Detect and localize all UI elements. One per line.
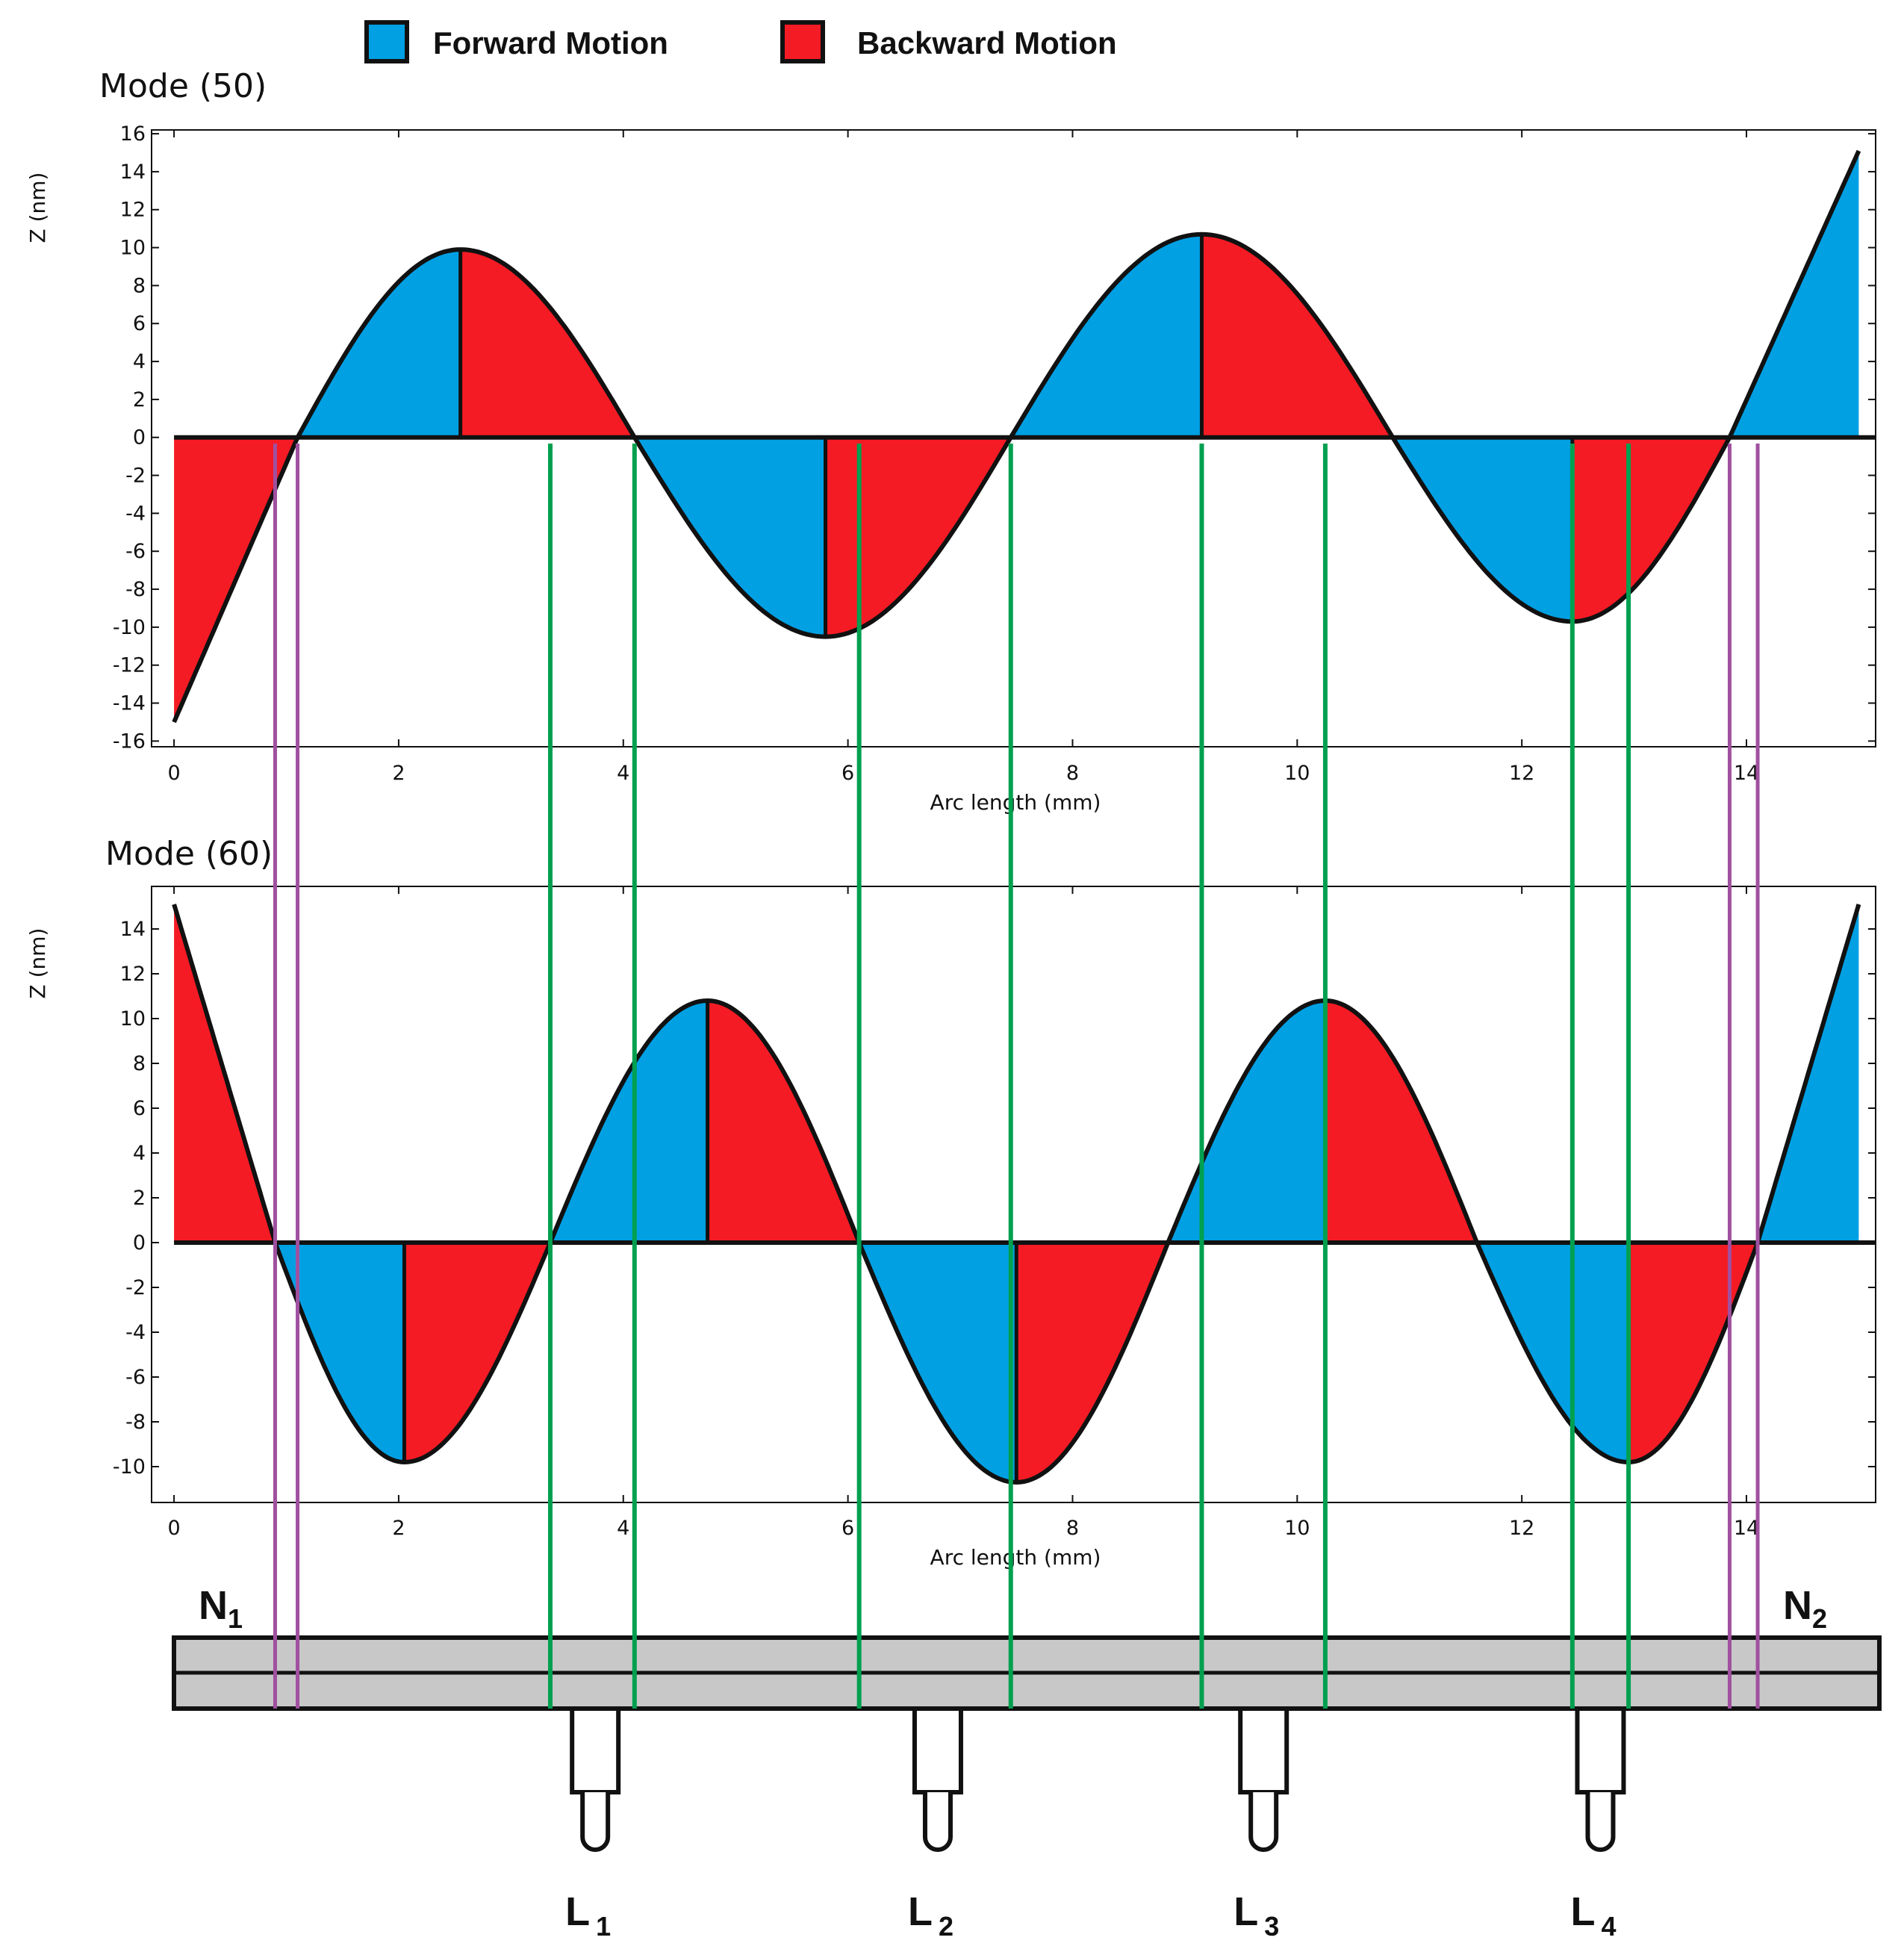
y-tick-label: 8 — [133, 274, 146, 297]
y-tick-label: 12 — [120, 963, 146, 986]
y-tick-label: 14 — [120, 918, 146, 941]
x-tick-label: 8 — [1066, 1517, 1079, 1540]
x-tick-label: 12 — [1509, 1517, 1534, 1540]
x-tick-label: 12 — [1509, 762, 1534, 785]
x-tick-label: 6 — [841, 1517, 854, 1540]
mode-60-xlabel: Arc length (mm) — [930, 1545, 1101, 1570]
y-tick-label: 6 — [133, 312, 146, 335]
leg-tip — [1585, 1792, 1616, 1852]
forward-motion-region — [550, 1001, 708, 1243]
node-n2-label: N2 — [1783, 1583, 1827, 1634]
x-tick-label: 2 — [392, 1517, 405, 1540]
y-tick-label: 16 — [120, 122, 146, 146]
mode-50-xlabel: Arc length (mm) — [930, 790, 1101, 815]
y-tick-label: 10 — [120, 237, 146, 260]
x-tick-label: 2 — [392, 762, 405, 785]
y-tick-label: 0 — [133, 1231, 146, 1255]
backward-legend-label: Backward Motion — [857, 25, 1117, 60]
forward-motion-region — [859, 1243, 1017, 1482]
mode-60-ylabel: Z (nm) — [25, 928, 50, 999]
y-tick-label: 4 — [133, 1142, 146, 1165]
backward-motion-region — [1325, 1001, 1477, 1243]
y-tick-label: -8 — [125, 578, 146, 601]
forward-motion-region — [1168, 1001, 1325, 1243]
forward-motion-region — [1393, 437, 1572, 622]
leg-body — [1238, 1706, 1289, 1794]
y-tick-label: -14 — [113, 692, 146, 715]
forward-legend-label: Forward Motion — [433, 25, 668, 60]
forward-motion-region — [1477, 1243, 1629, 1462]
y-tick-label: -8 — [125, 1411, 146, 1434]
y-tick-label: 6 — [133, 1097, 146, 1120]
backward-motion-region — [707, 1001, 859, 1243]
y-tick-label: -12 — [113, 654, 146, 677]
y-tick-label: 10 — [120, 1007, 146, 1031]
y-tick-label: -2 — [125, 1276, 146, 1299]
y-tick-label: 2 — [133, 388, 146, 411]
backward-swatch — [780, 20, 825, 63]
y-tick-label: -10 — [113, 1455, 146, 1479]
x-tick-label: 10 — [1284, 1517, 1310, 1540]
y-tick-label: 0 — [133, 426, 146, 450]
backward-motion-region — [1628, 1243, 1758, 1462]
mode-50-title: Mode (50) — [99, 67, 267, 105]
x-tick-label: 8 — [1066, 762, 1079, 785]
forward-motion-region — [297, 249, 461, 438]
y-tick-label: 12 — [120, 199, 146, 222]
mode-60-panel: Mode (60) Z (nm) Arc length (mm) 14 12 10 8… — [25, 835, 1876, 1570]
backward-motion-region — [825, 437, 1011, 637]
leg-tip — [1248, 1792, 1279, 1852]
leg-body — [1575, 1706, 1626, 1794]
x-tick-label: 0 — [167, 1517, 180, 1540]
y-tick-label: -6 — [125, 540, 146, 563]
plot-frame — [151, 129, 1876, 748]
backward-motion-region — [1572, 437, 1730, 622]
y-tick-label: -4 — [125, 1321, 146, 1344]
x-tick-label: 0 — [167, 762, 180, 785]
leg-body — [570, 1706, 621, 1794]
y-tick-label: -10 — [113, 616, 146, 639]
y-tick-label: 14 — [120, 161, 146, 184]
x-tick-label: 10 — [1284, 762, 1310, 785]
guide-lines — [273, 444, 1760, 1709]
backward-motion-region — [1016, 1243, 1169, 1482]
forward-motion-region — [275, 1243, 405, 1462]
mode-60-title: Mode (60) — [105, 835, 273, 873]
y-tick-label: 4 — [133, 350, 146, 373]
backward-motion-region — [1201, 234, 1393, 438]
y-tick-label: -6 — [125, 1366, 146, 1389]
node-n1-label: N1 — [199, 1583, 243, 1634]
mode-50-ylabel: Z (nm) — [25, 173, 50, 243]
forward-motion-region — [1010, 234, 1202, 438]
x-tick-label: 14 — [1734, 1517, 1759, 1540]
backward-motion-region — [404, 1243, 550, 1462]
leg-tip — [580, 1792, 611, 1852]
y-tick-label: 2 — [133, 1187, 146, 1210]
legend: Forward Motion Backward Motion — [364, 20, 1117, 63]
y-tick-label: -2 — [125, 464, 146, 488]
x-tick-label: 6 — [841, 762, 854, 785]
leg-tip — [922, 1792, 953, 1852]
y-tick-label: -16 — [113, 730, 146, 753]
displacement-curve — [172, 149, 1861, 724]
x-tick-label: 14 — [1734, 762, 1759, 785]
y-tick-label: 8 — [133, 1052, 146, 1075]
x-tick-label: 4 — [617, 762, 629, 785]
backward-motion-region — [460, 249, 635, 438]
y-tick-label: -4 — [125, 502, 146, 525]
plot-frame — [151, 886, 1876, 1503]
x-tick-label: 4 — [617, 1517, 629, 1540]
forward-swatch — [364, 20, 409, 63]
mode-50-panel: Mode (50) Z (nm) Arc length (mm) 16 14 12 1… — [25, 67, 1876, 815]
leg-body — [912, 1706, 963, 1794]
forward-motion-region — [634, 437, 826, 637]
